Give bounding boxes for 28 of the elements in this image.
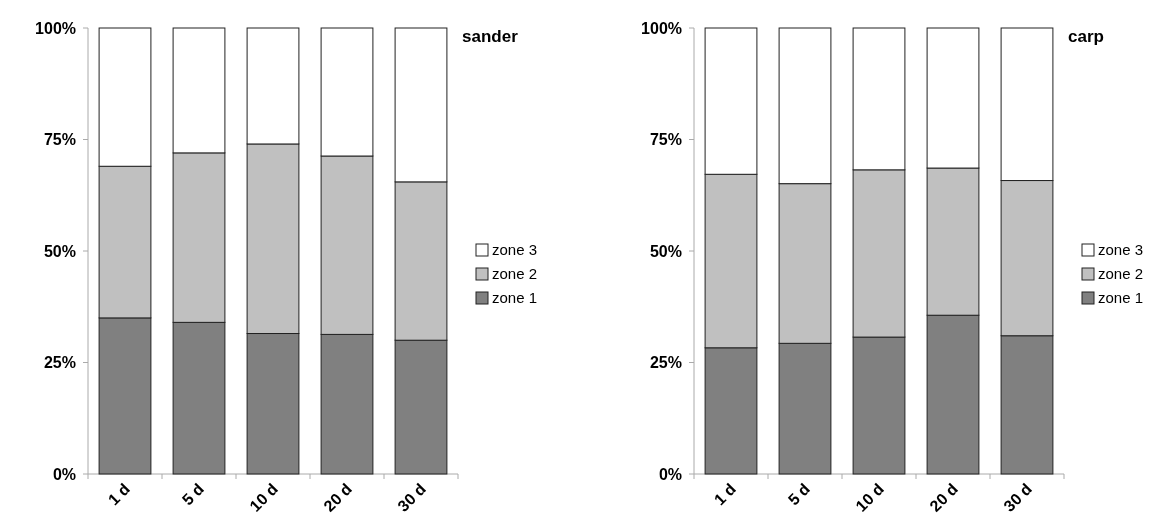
x-tick-label: 5 d — [178, 480, 208, 509]
x-tick-label: 20 d — [926, 480, 962, 515]
legend-label: zone 3 — [492, 241, 538, 259]
x-tick-label: 30 d — [1000, 480, 1036, 515]
y-tick-label: 100% — [35, 19, 76, 37]
x-tick-label: 20 d — [320, 480, 356, 515]
y-tick-label: 25% — [43, 354, 76, 372]
chart-title: sander — [462, 27, 519, 46]
y-tick-label: 100% — [641, 19, 682, 37]
legend-label: zone 2 — [1098, 265, 1144, 283]
y-tick-label: 0% — [52, 465, 76, 483]
y-tick-label: 75% — [649, 131, 682, 149]
legend-label: zone 1 — [1098, 289, 1144, 307]
chart-title: carp — [1068, 27, 1104, 46]
legend-label: zone 1 — [492, 289, 538, 307]
y-tick-label: 75% — [43, 131, 76, 149]
y-tick-label: 50% — [43, 242, 76, 260]
y-tick-label: 0% — [658, 465, 682, 483]
x-tick-label: 1 d — [104, 480, 134, 509]
x-tick-label: 10 d — [246, 480, 282, 515]
x-tick-label: 5 d — [784, 480, 814, 509]
legend-label: zone 3 — [1098, 241, 1144, 259]
x-tick-label: 1 d — [710, 480, 740, 509]
y-tick-label: 25% — [649, 354, 682, 372]
x-tick-label: 10 d — [852, 480, 888, 515]
x-tick-label: 30 d — [394, 480, 430, 515]
y-tick-label: 50% — [649, 242, 682, 260]
legend-label: zone 2 — [492, 265, 538, 283]
